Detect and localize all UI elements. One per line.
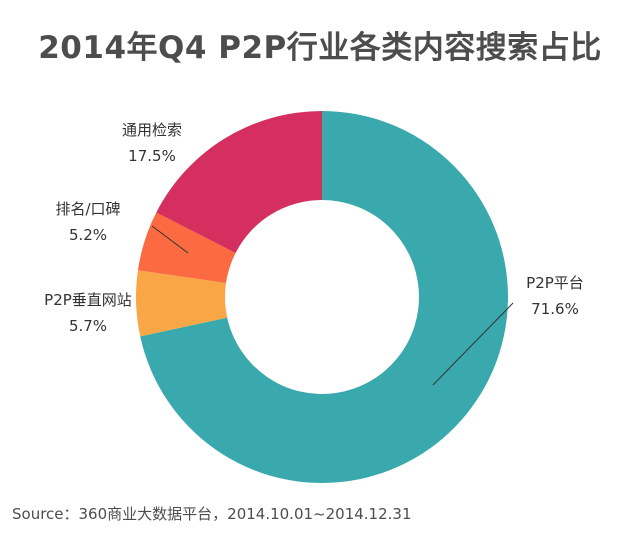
- leader-line-1: [432, 302, 514, 386]
- slice-value-label: 5.7%: [69, 317, 107, 335]
- slice-3: [137, 212, 236, 284]
- slice-category-label: P2P平台: [526, 274, 584, 292]
- slice-category-label: 排名/口碑: [55, 200, 120, 218]
- leader-line-3: [151, 225, 189, 254]
- donut-slices: [136, 111, 508, 484]
- chart-title: 2014年Q4 P2P行业各类内容搜索占比: [38, 30, 602, 66]
- slice-value-label: 17.5%: [128, 147, 176, 165]
- slice-2: [136, 270, 228, 337]
- slice-value-label: 71.6%: [531, 300, 579, 318]
- leader-lines: [151, 225, 514, 386]
- source-note: Source：360商业大数据平台，2014.10.01~2014.12.31: [12, 505, 412, 523]
- slice-category-label: P2P垂直网站: [44, 291, 132, 309]
- slice-4: [156, 111, 322, 253]
- slice-value-label: 5.2%: [69, 226, 107, 244]
- slice-1: [140, 111, 508, 484]
- slice-labels: P2P平台 71.6% P2P垂直网站 5.7% 排名/口碑 5.2% 通用检索 17.5%: [44, 121, 584, 335]
- slice-category-label: 通用检索: [122, 121, 182, 139]
